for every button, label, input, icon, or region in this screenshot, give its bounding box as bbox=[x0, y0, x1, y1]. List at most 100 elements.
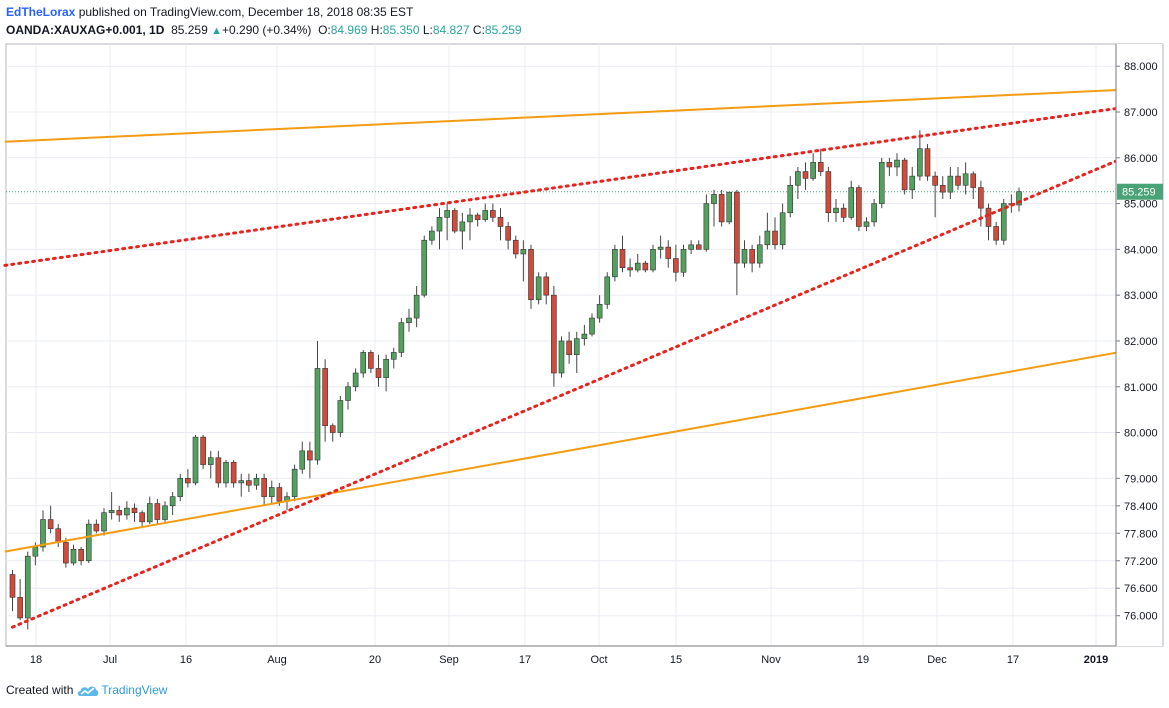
candle-body bbox=[840, 207, 847, 218]
candle-body bbox=[314, 368, 321, 461]
time-axis-label: 20 bbox=[369, 654, 381, 666]
publish-info: EdTheLorax published on TradingView.com,… bbox=[6, 5, 413, 19]
candle-body bbox=[734, 191, 740, 264]
high-value: 85.350 bbox=[382, 23, 420, 37]
candle-body bbox=[261, 478, 267, 497]
up-arrow-icon: ▲ bbox=[211, 25, 222, 37]
red-dotted-trendline[interactable] bbox=[11, 142, 1158, 629]
price-axis-label: 76.600 bbox=[1124, 583, 1158, 595]
candle-body bbox=[604, 276, 611, 305]
candle-body bbox=[970, 173, 977, 188]
price-change: +0.290 (+0.34%) bbox=[222, 23, 312, 37]
candle-body bbox=[520, 249, 527, 255]
candle-body bbox=[939, 184, 946, 193]
candle-body bbox=[246, 480, 252, 486]
open-value: 84.969 bbox=[330, 23, 368, 37]
candle-body bbox=[817, 162, 824, 172]
time-axis-label: 17 bbox=[1007, 654, 1019, 666]
candle-body bbox=[467, 214, 473, 223]
candle-body bbox=[985, 207, 992, 227]
time-axis-label: 18 bbox=[30, 654, 42, 666]
time-axis-label: 17 bbox=[519, 654, 531, 666]
candle-body bbox=[345, 386, 351, 401]
candle-body bbox=[268, 487, 275, 497]
candle-body bbox=[833, 207, 839, 214]
candle-body bbox=[962, 173, 969, 186]
footer: Created with TradingView bbox=[6, 683, 167, 697]
candle-body bbox=[787, 184, 794, 214]
time-axis-label: Aug bbox=[267, 654, 287, 666]
high-label: H: bbox=[370, 23, 383, 37]
candle-body bbox=[398, 322, 405, 353]
candle-body bbox=[375, 368, 382, 378]
candle-body bbox=[162, 505, 168, 520]
created-with-text: Created with bbox=[6, 683, 74, 697]
candle-body bbox=[795, 171, 801, 186]
candle-body bbox=[451, 210, 458, 232]
candle-body bbox=[101, 512, 107, 532]
candle-body bbox=[276, 487, 283, 502]
author-link[interactable]: EdTheLorax bbox=[6, 5, 76, 19]
candle-body bbox=[581, 333, 588, 339]
candle-body bbox=[307, 450, 313, 461]
candle-body bbox=[566, 340, 572, 355]
candle-body bbox=[688, 244, 694, 250]
candle-body bbox=[177, 478, 184, 497]
time-axis-label: 15 bbox=[670, 654, 682, 666]
candle-body bbox=[665, 246, 672, 259]
time-axis-label: 2019 bbox=[1084, 654, 1108, 666]
candle-body bbox=[673, 258, 679, 273]
published-text: published on TradingView.com, December 1… bbox=[75, 5, 414, 19]
candle-body bbox=[878, 162, 885, 204]
tradingview-logo[interactable]: TradingView bbox=[77, 683, 167, 697]
candle-body bbox=[299, 450, 306, 470]
candle-body bbox=[223, 462, 229, 484]
candle-body bbox=[802, 171, 809, 179]
candle-body bbox=[207, 457, 214, 465]
candle-body bbox=[512, 239, 519, 255]
candle-body bbox=[1000, 203, 1007, 241]
price-axis-label: 85.000 bbox=[1124, 199, 1158, 211]
candle-body bbox=[322, 368, 328, 426]
candle-body bbox=[558, 340, 565, 374]
candle-body bbox=[825, 171, 832, 214]
candle-body bbox=[863, 221, 870, 227]
candle-body bbox=[253, 478, 260, 486]
candle-body bbox=[596, 304, 603, 319]
red-dotted-trendline[interactable] bbox=[3, 101, 1158, 267]
candle-body bbox=[185, 478, 191, 484]
orange-trendline[interactable] bbox=[4, 344, 1157, 553]
candle-body bbox=[131, 507, 138, 513]
time-axis-label: 16 bbox=[180, 654, 192, 666]
candle-body bbox=[779, 212, 786, 246]
candle-body bbox=[627, 267, 633, 271]
candle-body bbox=[978, 187, 984, 209]
candle-body bbox=[360, 352, 367, 374]
candle-body bbox=[909, 175, 916, 191]
candle-body bbox=[680, 249, 687, 273]
candle-body bbox=[718, 194, 725, 223]
candle-body bbox=[612, 249, 618, 278]
price-axis-label: 80.000 bbox=[1124, 428, 1158, 440]
candle-body bbox=[390, 352, 397, 360]
candle-body bbox=[924, 148, 931, 177]
orange-trendline[interactable] bbox=[4, 87, 1157, 143]
last-price-label: 85.259 bbox=[1122, 187, 1156, 199]
candle-body bbox=[40, 519, 46, 548]
candle-body bbox=[352, 372, 359, 388]
symbol-name: OANDA:XAUXAG+0.001, 1D bbox=[6, 23, 165, 37]
time-axis-label: Sep bbox=[439, 654, 459, 666]
candle-body bbox=[429, 230, 435, 241]
tradingview-cloud-icon bbox=[78, 685, 99, 696]
last-price: 85.259 bbox=[171, 23, 208, 37]
price-axis-label: 87.000 bbox=[1124, 107, 1158, 119]
candle-body bbox=[200, 436, 206, 465]
candle-body bbox=[154, 503, 161, 520]
symbol-legend: OANDA:XAUXAG+0.001, 1D 85.259 ▲+0.290 (+… bbox=[6, 23, 522, 37]
candle-body bbox=[619, 249, 626, 268]
candle-body bbox=[741, 249, 748, 264]
low-label: L: bbox=[422, 23, 433, 37]
price-axis-label: 86.000 bbox=[1124, 153, 1158, 165]
price-axis-label: 88.000 bbox=[1124, 61, 1158, 73]
